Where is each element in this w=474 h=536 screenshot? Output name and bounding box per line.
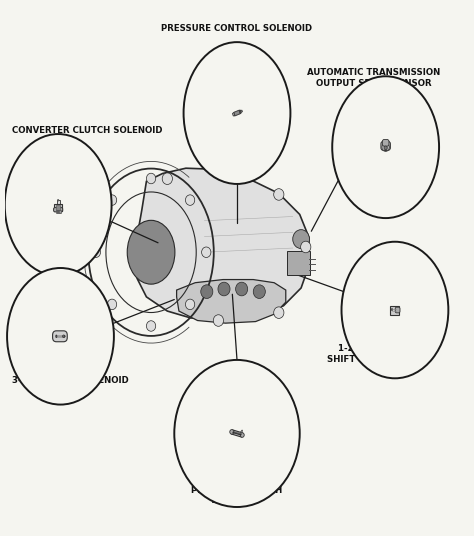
Circle shape	[64, 336, 65, 337]
Circle shape	[57, 199, 59, 201]
Polygon shape	[240, 430, 243, 433]
Circle shape	[91, 247, 100, 257]
FancyBboxPatch shape	[381, 142, 391, 150]
Ellipse shape	[56, 335, 57, 338]
Text: 3-2 CONTROL SOLENOID: 3-2 CONTROL SOLENOID	[12, 376, 128, 385]
Circle shape	[391, 309, 393, 310]
Circle shape	[213, 315, 224, 326]
Text: 1-2 AND 2-3
SHIFT SOLENOID: 1-2 AND 2-3 SHIFT SOLENOID	[327, 344, 407, 363]
FancyBboxPatch shape	[58, 210, 60, 213]
Circle shape	[185, 299, 195, 310]
FancyBboxPatch shape	[53, 331, 67, 342]
Ellipse shape	[239, 433, 241, 434]
Circle shape	[273, 189, 284, 200]
FancyBboxPatch shape	[54, 207, 63, 212]
Polygon shape	[383, 144, 388, 151]
Circle shape	[230, 430, 234, 434]
FancyBboxPatch shape	[390, 306, 399, 315]
Circle shape	[240, 434, 241, 435]
Circle shape	[239, 434, 240, 435]
FancyBboxPatch shape	[59, 210, 61, 213]
Circle shape	[108, 195, 117, 205]
Circle shape	[218, 165, 228, 176]
FancyBboxPatch shape	[395, 307, 400, 313]
FancyBboxPatch shape	[287, 251, 310, 275]
FancyBboxPatch shape	[383, 139, 389, 146]
Polygon shape	[234, 110, 240, 116]
Ellipse shape	[236, 432, 237, 433]
Circle shape	[384, 146, 387, 150]
Circle shape	[253, 285, 265, 299]
Circle shape	[240, 433, 244, 437]
Polygon shape	[231, 430, 243, 437]
Circle shape	[162, 173, 173, 184]
Circle shape	[108, 299, 117, 310]
Circle shape	[201, 285, 213, 299]
Ellipse shape	[332, 76, 439, 218]
Ellipse shape	[5, 134, 111, 276]
FancyBboxPatch shape	[57, 199, 60, 206]
Text: PRESSURE CONTROL SOLENOID: PRESSURE CONTROL SOLENOID	[162, 24, 312, 33]
Polygon shape	[239, 110, 241, 114]
Circle shape	[234, 432, 235, 434]
FancyBboxPatch shape	[57, 210, 58, 213]
Circle shape	[293, 229, 310, 249]
Ellipse shape	[174, 360, 300, 507]
Text: PRESSURE SWITCH
ASSEMBLY: PRESSURE SWITCH ASSEMBLY	[191, 486, 283, 505]
Ellipse shape	[183, 42, 291, 184]
Circle shape	[146, 173, 155, 184]
Circle shape	[236, 282, 248, 296]
Polygon shape	[135, 168, 309, 321]
Text: CONVERTER CLUTCH SOLENOID: CONVERTER CLUTCH SOLENOID	[12, 126, 162, 135]
Circle shape	[273, 307, 284, 318]
Circle shape	[237, 433, 239, 435]
Circle shape	[233, 431, 234, 433]
Ellipse shape	[237, 433, 239, 434]
Circle shape	[301, 241, 311, 253]
FancyBboxPatch shape	[56, 210, 57, 213]
FancyBboxPatch shape	[54, 204, 62, 211]
Circle shape	[63, 335, 65, 338]
Ellipse shape	[7, 268, 114, 405]
Ellipse shape	[341, 242, 448, 378]
Circle shape	[218, 282, 230, 296]
Polygon shape	[232, 113, 235, 116]
Text: AUTOMATIC TRANSMISSION
OUTPUT SPEED SENSOR: AUTOMATIC TRANSMISSION OUTPUT SPEED SENS…	[308, 69, 441, 88]
Circle shape	[201, 247, 211, 257]
Polygon shape	[177, 280, 286, 323]
Ellipse shape	[234, 431, 235, 432]
Circle shape	[146, 321, 155, 331]
Circle shape	[185, 195, 195, 205]
Ellipse shape	[127, 220, 175, 284]
Polygon shape	[240, 110, 243, 113]
FancyBboxPatch shape	[56, 205, 60, 210]
Circle shape	[235, 433, 237, 434]
